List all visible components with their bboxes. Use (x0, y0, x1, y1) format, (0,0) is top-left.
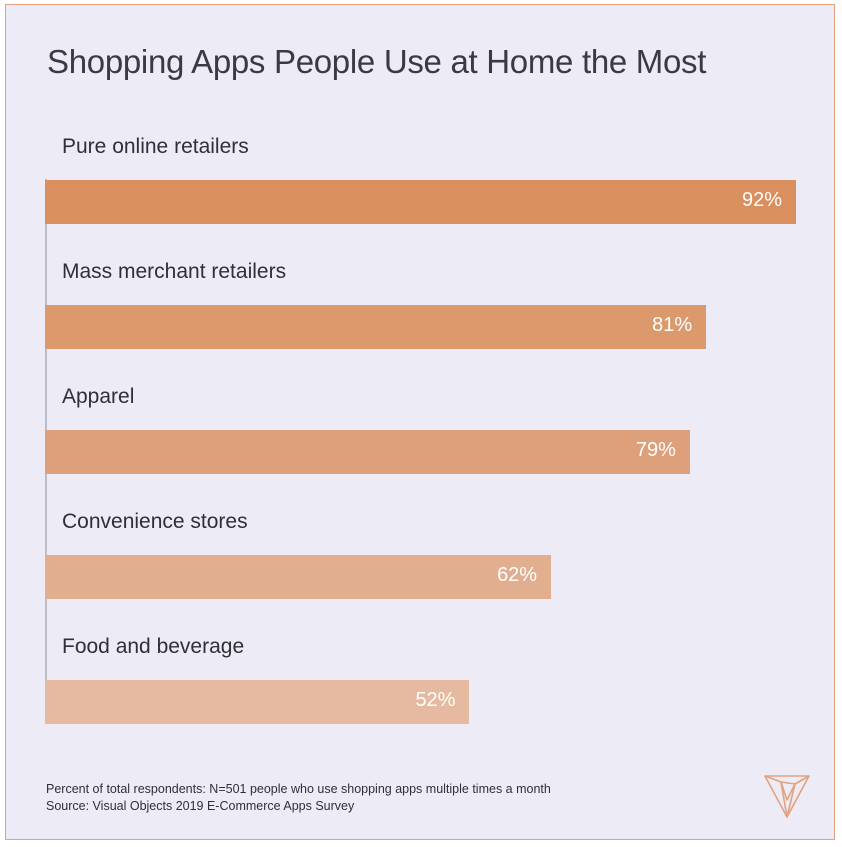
bar-value-label: 62% (497, 564, 538, 586)
footnote-respondents: Percent of total respondents: N=501 peop… (46, 782, 551, 796)
category-label: Food and beverage (62, 635, 245, 658)
category-label: Convenience stores (62, 510, 248, 533)
category-label: Mass merchant retailers (62, 260, 287, 283)
chart-card: Shopping Apps People Use at Home the Mos… (5, 4, 835, 840)
bar-chart: Pure online retailers 92% Mass merchant re… (45, 123, 805, 724)
bar: 92% (45, 180, 796, 224)
category-label: Pure online retailers (62, 135, 249, 158)
bar: 81% (45, 305, 707, 349)
bar: 79% (45, 430, 690, 474)
bar-value-label: 92% (741, 189, 782, 211)
bar-value-label: 52% (415, 689, 456, 711)
bar-value-label: 81% (652, 314, 693, 336)
footnote-source: Source: Visual Objects 2019 E-Commerce A… (46, 799, 355, 813)
bar: 52% (45, 680, 470, 724)
chart-title: Shopping Apps People Use at Home the Mos… (47, 43, 707, 80)
bar: 62% (45, 555, 552, 599)
visual-objects-logo-icon (764, 775, 810, 818)
category-label: Apparel (62, 385, 135, 408)
bar-value-label: 79% (635, 439, 676, 461)
footnote: Percent of total respondents: N=501 peop… (46, 781, 551, 815)
